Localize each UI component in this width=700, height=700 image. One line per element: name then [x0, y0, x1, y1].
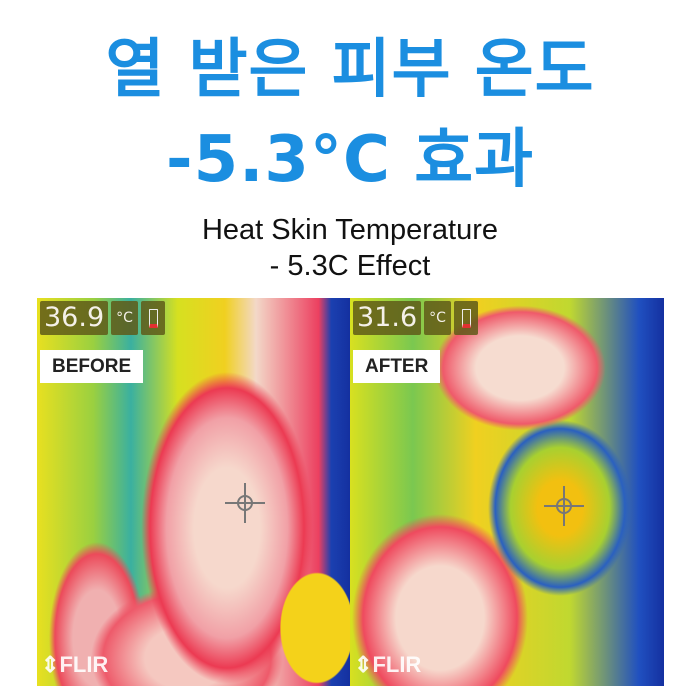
subtitle-line-2: - 5.3C Effect [269, 250, 431, 282]
battery-icon [453, 301, 478, 335]
temperature-readout: 36.9 °C [40, 301, 165, 335]
subtitle-line-1: Heat Skin Temperature [201, 214, 499, 246]
flir-logo: ⇕FLIR [354, 652, 422, 677]
crosshair-icon [225, 483, 265, 523]
thermal-image-after: 31.6 °C AFTER ⇕FLIR [350, 298, 664, 686]
temperature-unit: °C [111, 301, 138, 335]
headline-line-1: 열 받은 피부 온도 [105, 33, 595, 107]
after-label: AFTER [353, 350, 441, 383]
temperature-readout: 31.6 °C [353, 301, 478, 335]
temperature-value: 31.6 [353, 301, 422, 335]
flir-logo: ⇕FLIR [41, 652, 109, 677]
crosshair-icon [544, 486, 584, 526]
temperature-value: 36.9 [40, 301, 109, 335]
battery-icon [140, 301, 165, 335]
thermal-image-before: 36.9 °C BEFORE ⇕FLIR [37, 298, 350, 686]
headline-line-2: -5.3°C 효과 [166, 123, 534, 197]
before-label: BEFORE [40, 350, 144, 383]
temperature-unit: °C [424, 301, 451, 335]
